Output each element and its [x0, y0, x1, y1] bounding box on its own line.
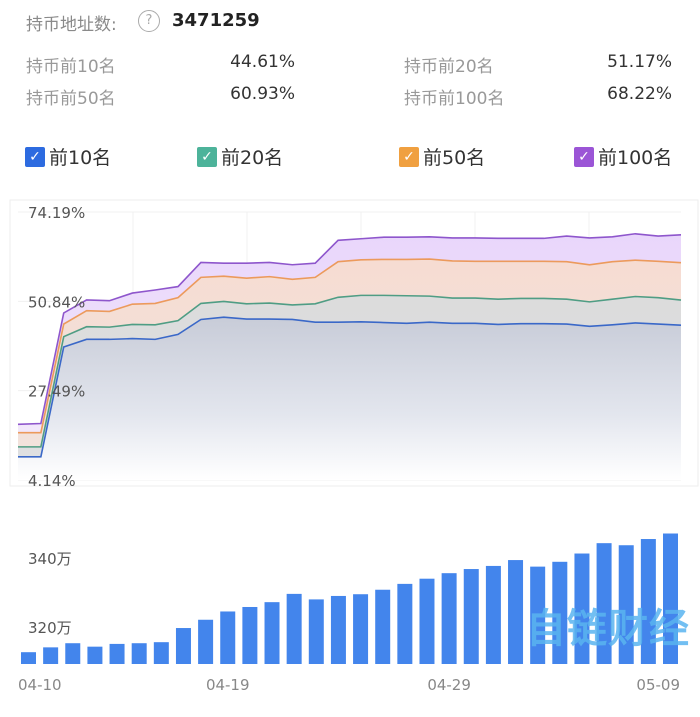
bar [508, 560, 524, 664]
bar [353, 594, 369, 664]
bar [463, 569, 479, 664]
y-tick-label: 320万 [28, 619, 72, 637]
stat-value-top20: 51.17% [607, 52, 672, 72]
bar [419, 578, 435, 664]
bar [574, 553, 590, 664]
x-tick-label: 05-09 [636, 676, 680, 694]
legend-top10[interactable]: ✓ 前10名 [25, 143, 111, 170]
series-line-前20名 [18, 294, 682, 448]
bar [530, 566, 546, 664]
bar [640, 539, 656, 664]
stat-value-top50: 60.93% [230, 84, 295, 104]
stat-value-top100: 68.22% [607, 84, 672, 104]
legend-top20[interactable]: ✓ 前20名 [197, 143, 283, 170]
help-icon[interactable]: ? [138, 10, 160, 32]
stat-label-top20: 持币前20名 [404, 57, 494, 77]
checkbox-checked-icon[interactable]: ✓ [574, 146, 594, 167]
holder-count-label: 持币地址数: [26, 15, 117, 35]
chart-frame [9, 199, 699, 487]
y-tick-label: 50.84% [28, 293, 85, 311]
legend-label: 前50名 [423, 147, 486, 169]
legend-top50[interactable]: ✓ 前50名 [399, 143, 485, 170]
y-tick-label: 340万 [28, 550, 72, 568]
checkbox-checked-icon[interactable]: ✓ [25, 146, 45, 167]
legend-label: 前20名 [221, 147, 284, 169]
stat-label-top50: 持币前50名 [26, 89, 116, 109]
bar [242, 606, 258, 664]
bar [65, 643, 81, 664]
bar [198, 619, 214, 664]
legend-label: 前10名 [49, 147, 112, 169]
bar [264, 602, 280, 664]
watermark-logo: 自链财经 [526, 606, 690, 652]
y-tick-label: 74.19% [28, 204, 85, 222]
holder-count-value: 3471259 [172, 10, 260, 31]
bar [330, 595, 346, 664]
series-line-前50名 [18, 258, 682, 434]
bar [87, 646, 103, 664]
bar [375, 589, 391, 664]
checkbox-checked-icon[interactable]: ✓ [197, 146, 217, 167]
x-tick-label: 04-10 [18, 676, 62, 694]
bar [596, 543, 612, 664]
bar [485, 565, 501, 664]
checkbox-checked-icon[interactable]: ✓ [399, 146, 419, 167]
y-tick-label: 4.14% [28, 472, 76, 490]
series-line-前100名 [17, 232, 682, 426]
bar [109, 643, 125, 664]
bar [308, 599, 324, 664]
bar [175, 628, 191, 664]
stat-value-top10: 44.61% [230, 52, 295, 72]
y-tick-label: 27.49% [28, 383, 85, 401]
area-前10名 [18, 317, 681, 480]
bar [21, 652, 36, 664]
bar [663, 533, 678, 664]
x-tick-label: 04-19 [206, 676, 250, 694]
bar [131, 643, 147, 664]
bar [220, 611, 236, 664]
bar [43, 647, 59, 664]
bar [552, 561, 568, 664]
bar [397, 583, 413, 664]
bar [618, 545, 634, 664]
bar [153, 642, 169, 664]
bar [286, 593, 302, 664]
legend-top100[interactable]: ✓ 前100名 [574, 143, 672, 170]
stat-label-top100: 持币前100名 [404, 89, 505, 109]
stat-label-top10: 持币前10名 [26, 57, 116, 77]
bar [441, 573, 457, 664]
series-line-前10名 [18, 316, 682, 458]
legend-label: 前100名 [598, 147, 673, 169]
x-tick-label: 04-29 [427, 676, 471, 694]
